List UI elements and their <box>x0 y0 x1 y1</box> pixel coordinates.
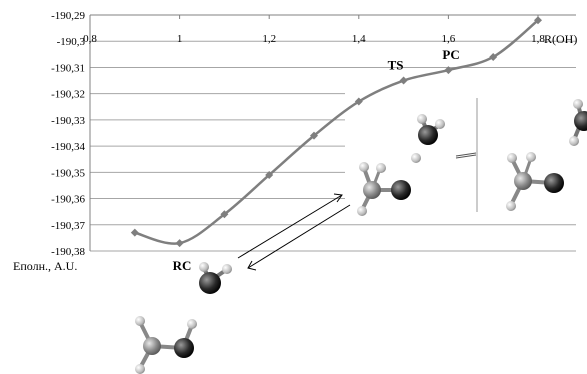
x-tick-label: 1,2 <box>262 33 276 45</box>
x-tick-label: 1,8 <box>531 33 545 45</box>
connector-mark <box>455 152 477 157</box>
y-tick-label: -190,37 <box>51 220 85 232</box>
annotation-rc: RC <box>173 258 192 273</box>
y-tick-label: -190,36 <box>51 194 85 206</box>
data-point <box>399 76 408 85</box>
x-tick-label: 0,8 <box>83 33 97 45</box>
data-point <box>310 131 318 140</box>
data-point <box>354 97 363 106</box>
y-tick-label: -190,29 <box>51 10 85 22</box>
water-molecule-icon <box>199 262 232 294</box>
data-point <box>220 210 229 219</box>
product-water-icon <box>411 114 445 163</box>
tick-labels: -190,29 -190,3 -190,31 -190,32 -190,33 -190,3… <box>13 10 577 273</box>
x-tick-label: 1,4 <box>352 33 366 45</box>
annotation-layer: RC TS PC <box>173 47 460 273</box>
series-layer <box>130 16 542 248</box>
y-tick-label: -190,3 <box>57 36 86 48</box>
y-tick-label: -190,38 <box>51 246 85 258</box>
methyl-fragment-icon <box>135 316 197 374</box>
data-point <box>175 239 184 248</box>
transition-state-molecule-icon <box>357 162 411 216</box>
y-tick-label: -190,35 <box>51 167 85 179</box>
annotation-pc: PC <box>442 47 459 62</box>
connector-mark <box>455 154 477 159</box>
edge-molecule-icon <box>569 99 587 146</box>
data-point <box>534 16 542 25</box>
x-tick-label: 1,6 <box>442 33 456 45</box>
y-tick-label: -190,31 <box>51 62 85 74</box>
series-line <box>134 19 539 245</box>
x-tick-label: 1 <box>177 33 183 45</box>
data-point <box>130 228 139 237</box>
data-point <box>444 66 453 75</box>
x-axis-title: R(OH) <box>544 32 577 46</box>
data-point <box>489 52 498 61</box>
molecule-panel-backdrop-right <box>477 92 587 212</box>
annotation-ts: TS <box>388 58 404 73</box>
data-point <box>265 170 274 179</box>
y-tick-label: -190,34 <box>51 141 85 153</box>
y-tick-label: -190,32 <box>51 89 85 101</box>
y-axis-title: Eполн., A.U. <box>13 259 77 273</box>
double-arrow-icon <box>237 193 351 271</box>
axes <box>89 14 576 251</box>
y-tick-label: -190,33 <box>51 115 85 127</box>
product-methyl-icon <box>506 152 564 211</box>
